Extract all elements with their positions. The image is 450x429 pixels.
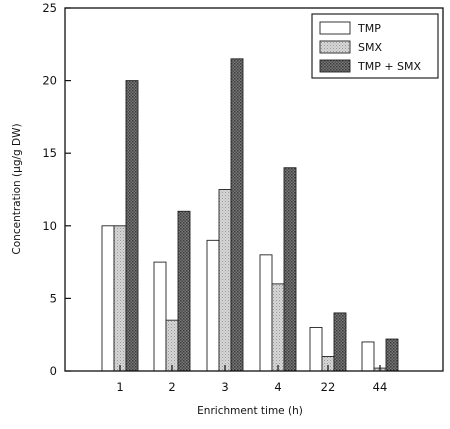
bar-tmp-1 xyxy=(101,225,115,372)
bar-tmp-smx-2 xyxy=(177,210,191,372)
bar-tmp-4 xyxy=(259,254,273,372)
bar-tmp-44 xyxy=(361,341,375,372)
legend-swatch xyxy=(319,40,351,54)
y-tick-label: 20 xyxy=(42,74,57,88)
bar-tmp-22 xyxy=(309,326,323,372)
bar-smx-3 xyxy=(218,189,232,372)
x-tick-label: 44 xyxy=(373,380,388,394)
x-tick-label: 2 xyxy=(168,380,175,394)
bar-tmp-smx-4 xyxy=(283,167,297,372)
y-tick-label: 10 xyxy=(42,219,57,233)
y-tick-label: 25 xyxy=(42,1,57,15)
y-tick-label: 15 xyxy=(42,146,57,160)
legend-label: SMX xyxy=(358,41,382,54)
bar-smx-2 xyxy=(165,319,179,372)
bar-tmp-2 xyxy=(153,261,167,372)
bar-tmp-smx-1 xyxy=(125,80,139,372)
bar-tmp-smx-44 xyxy=(385,338,399,372)
y-axis-title: Concentration (µg/g DW) xyxy=(11,123,23,254)
legend-label: TMP + SMX xyxy=(357,60,422,73)
legend-swatch xyxy=(319,21,351,35)
plot-frame xyxy=(64,7,444,372)
bars-group xyxy=(101,58,399,372)
legend-swatch xyxy=(319,59,351,73)
y-tick-label: 0 xyxy=(50,364,57,378)
bar-tmp-smx-3 xyxy=(230,58,244,372)
bar-smx-1 xyxy=(113,225,127,372)
x-tick-label: 3 xyxy=(221,380,228,394)
bar-smx-4 xyxy=(271,283,285,372)
x-axis-title: Enrichment time (h) xyxy=(197,405,303,417)
bar-tmp-smx-22 xyxy=(333,312,347,372)
x-tick-label: 4 xyxy=(274,380,281,394)
legend: TMP SMX TMP + SMX xyxy=(311,13,439,79)
bar-tmp-3 xyxy=(206,239,220,372)
axes-group: 0 5 10 15 20 25 1 2 3 4 22 44 xyxy=(42,1,444,394)
legend-label: TMP xyxy=(357,22,381,35)
y-tick-label: 5 xyxy=(50,291,57,305)
x-tick-label: 22 xyxy=(321,380,336,394)
x-tick-label: 1 xyxy=(116,380,123,394)
